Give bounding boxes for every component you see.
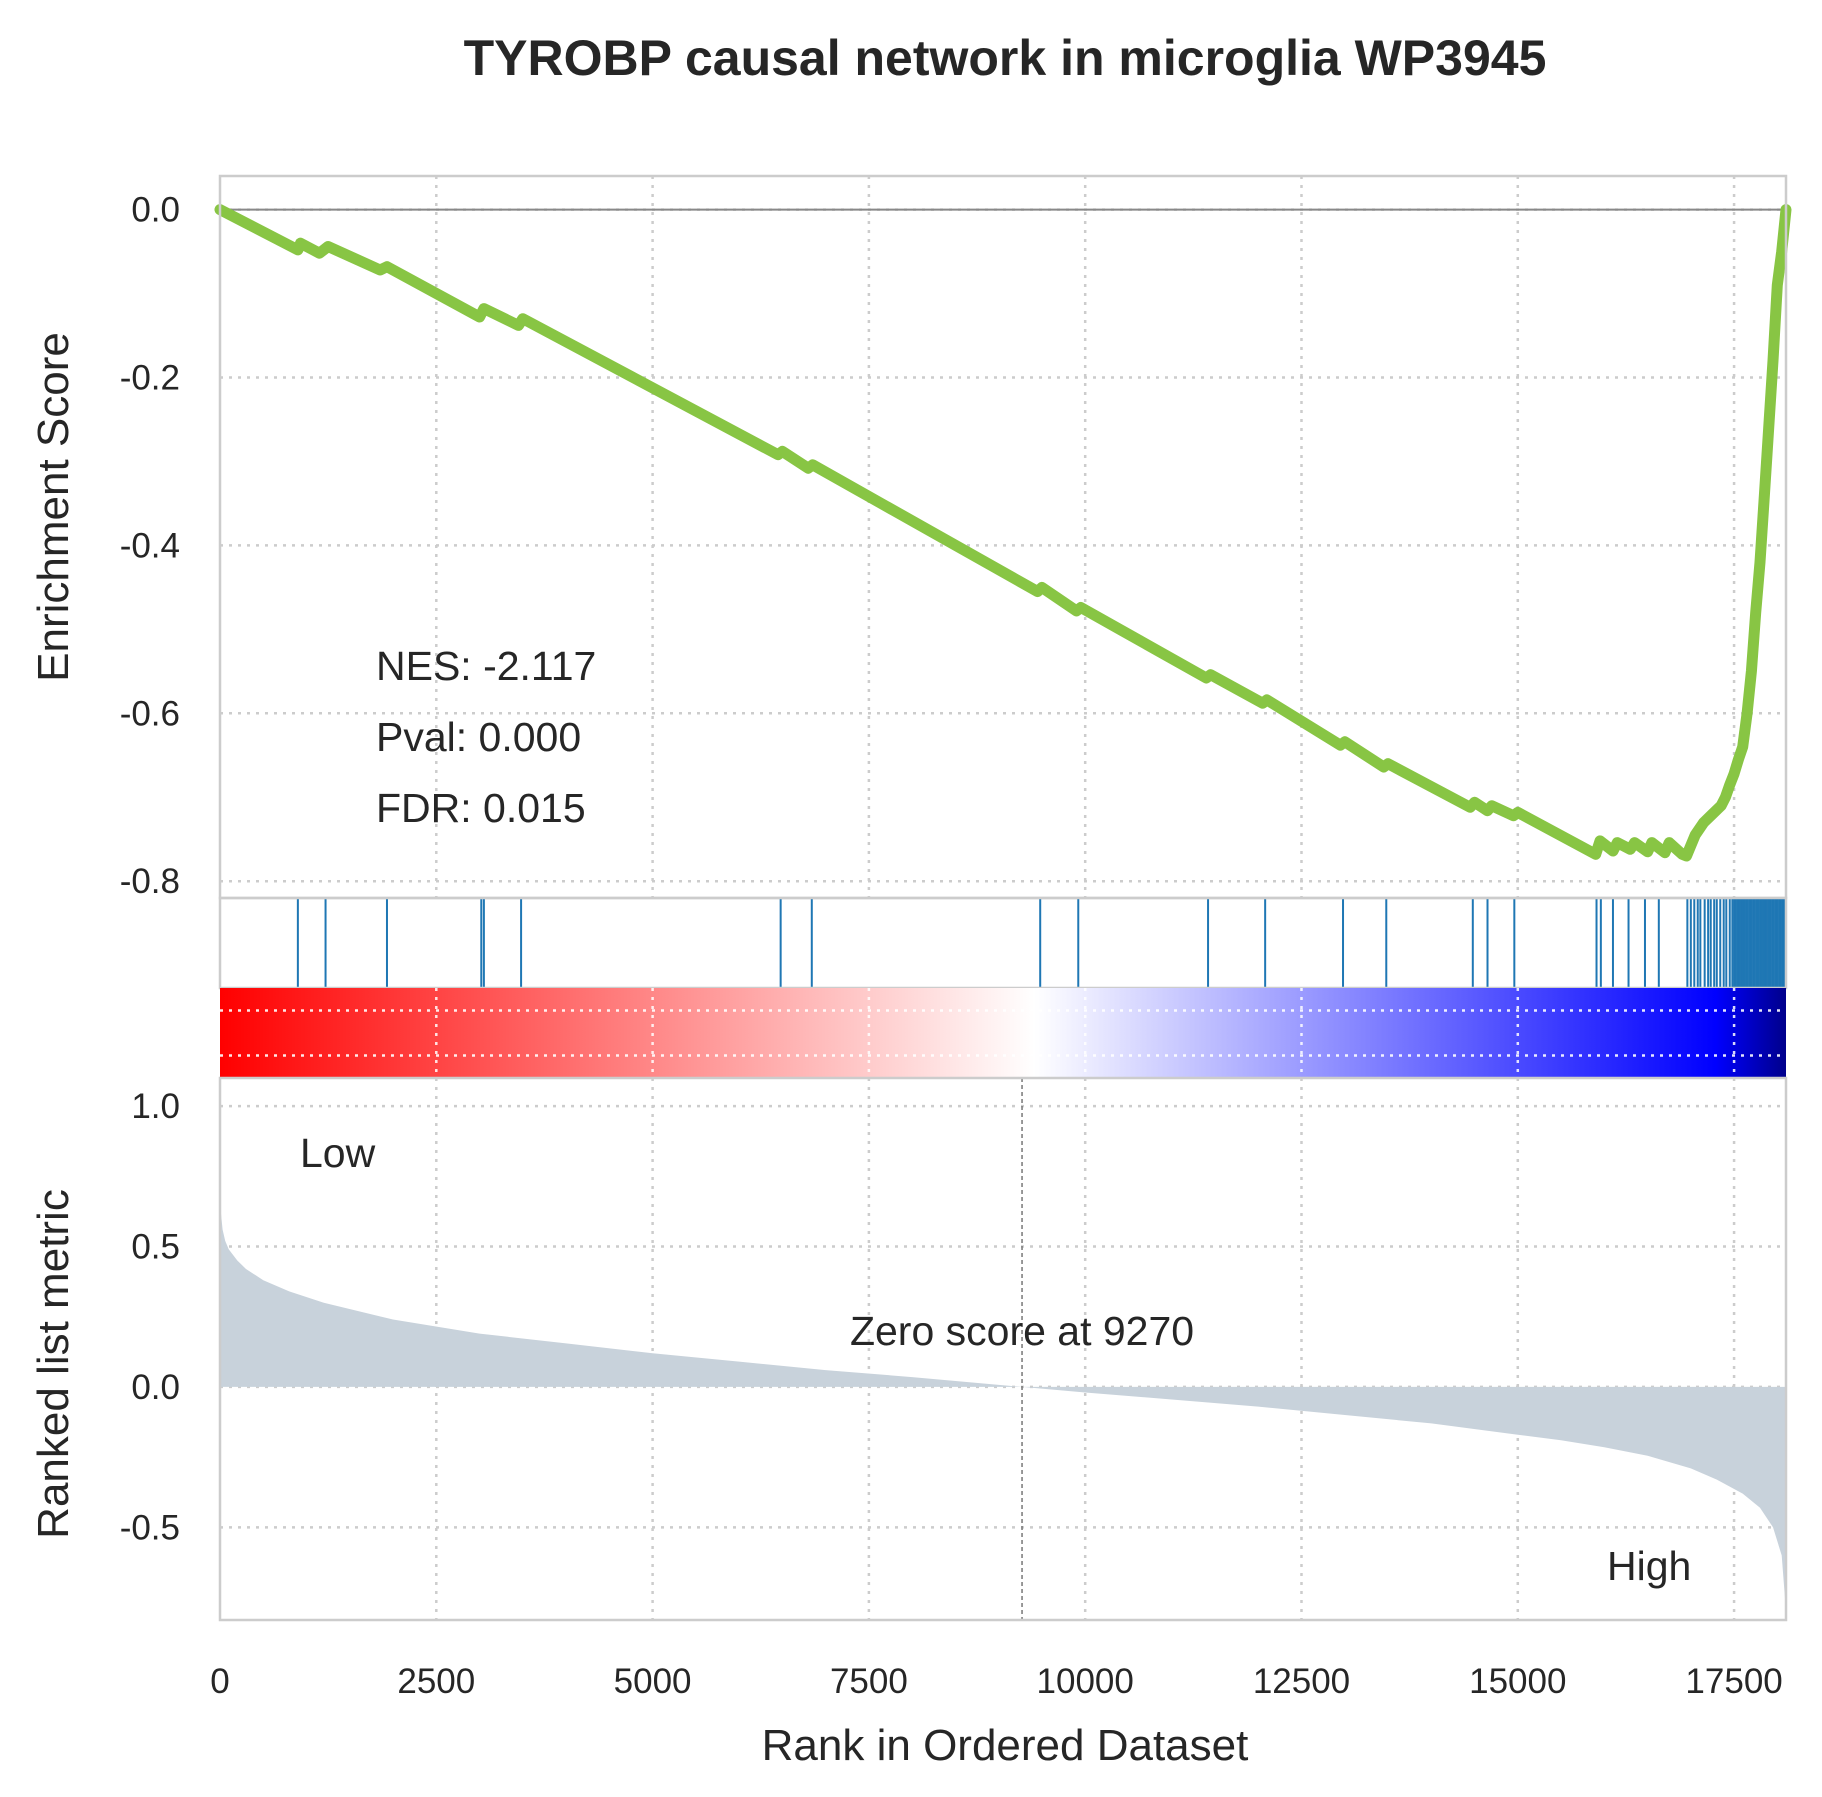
x-tick: 12500 [1253, 1662, 1350, 1701]
chart-title: TYROBP causal network in microglia WP394… [464, 30, 1547, 86]
rank-y-tick: 1.0 [131, 1087, 180, 1126]
enrichment-y-ticks: 0.0 -0.2 -0.4 -0.6 -0.8 [120, 191, 180, 902]
x-tick: 7500 [830, 1662, 908, 1701]
enrichment-y-tick: -0.2 [120, 358, 180, 397]
rank-y-tick: 0.0 [131, 1368, 180, 1407]
gene-hit-lines [296, 898, 1786, 988]
rank-heatmap [220, 988, 1786, 1078]
ranked-metric-area [220, 1173, 1786, 1612]
enrichment-y-label: Enrichment Score [29, 332, 78, 682]
rank-heatmap-bar [220, 988, 1786, 1078]
heatmap-grid [220, 988, 1786, 1078]
x-tick: 2500 [397, 1662, 475, 1701]
enrichment-y-tick: 0.0 [131, 191, 180, 230]
x-axis-label: Rank in Ordered Dataset [762, 1721, 1249, 1770]
fdr-annotation: FDR: 0.015 [376, 785, 586, 831]
x-tick: 0 [210, 1662, 229, 1701]
nes-annotation: NES: -2.117 [376, 643, 596, 689]
enrichment-y-tick: -0.8 [120, 862, 180, 901]
x-tick: 10000 [1037, 1662, 1134, 1701]
rank-y-label: Ranked list metric [29, 1189, 78, 1539]
rank-y-tick: -0.5 [120, 1508, 180, 1547]
hits-frame [218, 896, 1788, 990]
enrichment-panel: 0.0 -0.2 -0.4 -0.6 -0.8 Enrichment Score NES… [29, 174, 1792, 902]
pval-annotation: Pval: 0.000 [376, 714, 581, 760]
low-label: Low [300, 1130, 376, 1176]
rank-y-tick: 0.5 [131, 1227, 180, 1266]
x-tick: 5000 [614, 1662, 692, 1701]
high-label: High [1607, 1543, 1691, 1589]
hits-panel [218, 896, 1788, 990]
x-tick: 15000 [1469, 1662, 1566, 1701]
enrichment-score-line [214, 204, 1792, 862]
rank-y-ticks: 1.0 0.5 0.0 -0.5 [120, 1087, 180, 1547]
enrichment-y-tick: -0.6 [120, 694, 180, 733]
enrichment-y-tick: -0.4 [120, 526, 180, 565]
zero-score-label: Zero score at 9270 [850, 1308, 1194, 1354]
x-ticks: 0 2500 5000 7500 10000 12500 15000 17500 [210, 1662, 1782, 1701]
x-tick: 17500 [1685, 1662, 1782, 1701]
rank-panel: Zero score at 9270 Low High 1.0 0.5 0.0 -0.… [29, 1076, 1788, 1770]
rank-frame [218, 1076, 1788, 1622]
